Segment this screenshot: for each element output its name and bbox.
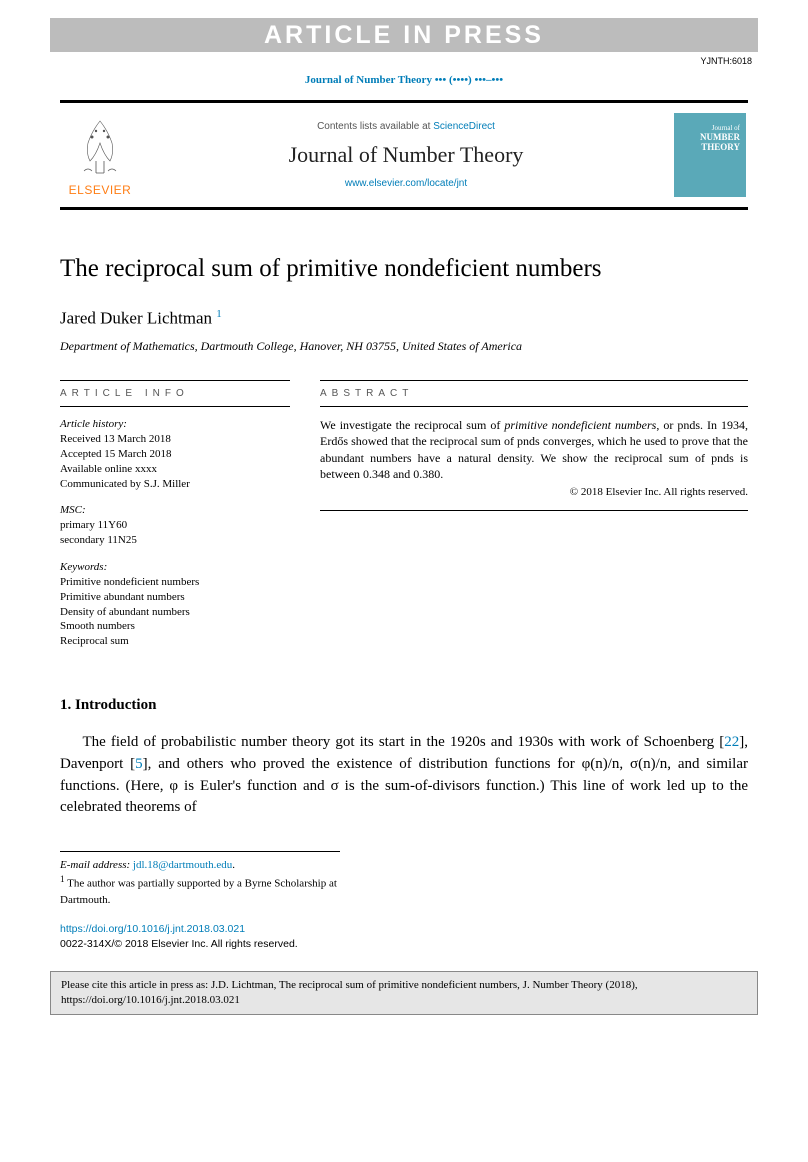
elsevier-wordmark: ELSEVIER <box>69 183 132 197</box>
author-footnote-ref[interactable]: 1 <box>216 308 222 320</box>
abstract-column: abstract We investigate the reciprocal s… <box>320 380 748 661</box>
fn1-text: The author was partially supported by a … <box>60 878 337 905</box>
intro-paragraph: The field of probabilistic number theory… <box>60 732 748 819</box>
body-text-a: The field of probabilistic number theory… <box>83 734 725 750</box>
press-bar: ARTICLE IN PRESS YJNTH:6018 <box>50 18 758 52</box>
msc-label: MSC: <box>60 503 290 518</box>
author-text: Jared Duker Lichtman <box>60 309 212 328</box>
locate-link[interactable]: www.elsevier.com/locate/jnt <box>140 178 672 189</box>
keyword-item: Primitive abundant numbers <box>60 590 290 605</box>
keyword-item: Density of abundant numbers <box>60 605 290 620</box>
msc-item: primary 11Y60 <box>60 518 290 533</box>
footnotes: E-mail address: jdl.18@dartmouth.edu. 1 … <box>60 851 340 908</box>
body-text-c: ], and others who proved the existence o… <box>60 756 748 816</box>
affiliation: Department of Mathematics, Dartmouth Col… <box>60 339 748 355</box>
copyright-line: © 2018 Elsevier Inc. All rights reserved… <box>320 485 748 500</box>
msc-block: MSC: primary 11Y60 secondary 11N25 <box>60 503 290 548</box>
citation-5[interactable]: 5 <box>135 756 143 772</box>
press-bar-text: ARTICLE IN PRESS <box>264 21 544 50</box>
history-label: Article history: <box>60 417 290 432</box>
email-footnote: E-mail address: jdl.18@dartmouth.edu. <box>60 858 340 873</box>
abstract-header: abstract <box>320 380 748 407</box>
journal-name: Journal of Number Theory <box>140 142 672 168</box>
section-heading-1: 1. Introduction <box>60 697 748 714</box>
cover-thumb-text: Journal ofNUMBERTHEORY <box>700 125 740 152</box>
doi-link[interactable]: https://doi.org/10.1016/j.jnt.2018.03.02… <box>60 923 245 935</box>
keywords-label: Keywords: <box>60 560 290 575</box>
article-info-column: article info Article history: Received 1… <box>60 380 290 661</box>
contents-prefix: Contents lists available at <box>317 121 433 132</box>
sciencedirect-link[interactable]: ScienceDirect <box>433 121 495 132</box>
keywords-block: Keywords: Primitive nondeficient numbers… <box>60 560 290 649</box>
doi-block: https://doi.org/10.1016/j.jnt.2018.03.02… <box>60 922 748 951</box>
email-link[interactable]: jdl.18@dartmouth.edu <box>133 859 232 871</box>
abstract-text: We investigate the reciprocal sum of pri… <box>320 417 748 511</box>
article-title: The reciprocal sum of primitive nondefic… <box>60 254 748 284</box>
history-item: Received 13 March 2018 <box>60 432 290 447</box>
funding-footnote: 1 The author was partially supported by … <box>60 873 340 907</box>
email-label: E-mail address: <box>60 859 133 871</box>
abstract-em: primitive nondeficient numbers <box>504 418 656 432</box>
elsevier-tree-icon <box>66 113 134 181</box>
keyword-item: Reciprocal sum <box>60 634 290 649</box>
journal-reference: Journal of Number Theory ••• (••••) •••–… <box>60 74 748 86</box>
article-info-header: article info <box>60 380 290 407</box>
journal-header: ELSEVIER Contents lists available at Sci… <box>60 100 748 210</box>
keyword-item: Smooth numbers <box>60 619 290 634</box>
history-item: Available online xxxx <box>60 462 290 477</box>
author-name: Jared Duker Lichtman 1 <box>60 308 748 329</box>
journal-cover-thumb: Journal ofNUMBERTHEORY <box>674 113 746 197</box>
history-item: Accepted 15 March 2018 <box>60 447 290 462</box>
press-code: YJNTH:6018 <box>700 56 752 66</box>
elsevier-logo: ELSEVIER <box>60 109 140 201</box>
abstract-pre: We investigate the reciprocal sum of <box>320 418 504 432</box>
issn-line: 0022-314X/© 2018 Elsevier Inc. All right… <box>60 938 298 950</box>
citation-box: Please cite this article in press as: J.… <box>50 971 758 1015</box>
contents-available: Contents lists available at ScienceDirec… <box>140 121 672 132</box>
citation-22[interactable]: 22 <box>724 734 739 750</box>
msc-item: secondary 11N25 <box>60 533 290 548</box>
keyword-item: Primitive nondeficient numbers <box>60 575 290 590</box>
history-item: Communicated by S.J. Miller <box>60 477 290 492</box>
article-history: Article history: Received 13 March 2018 … <box>60 417 290 491</box>
